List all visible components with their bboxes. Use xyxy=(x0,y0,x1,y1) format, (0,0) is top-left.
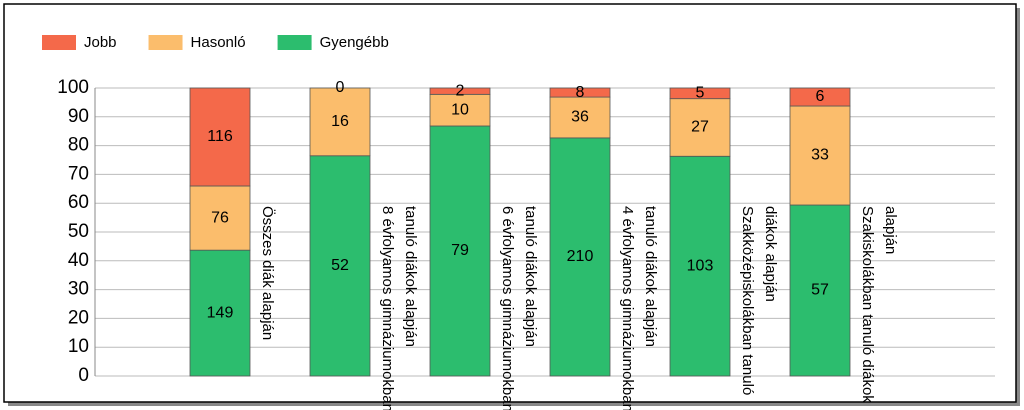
y-tick-label: 80 xyxy=(68,135,89,156)
bar-segment xyxy=(669,87,731,100)
bar-segment xyxy=(549,137,611,377)
x-tick-label: alapján xyxy=(882,206,899,254)
data-label: 5 xyxy=(696,85,705,102)
bar-segment xyxy=(789,87,851,107)
y-tick-label: 40 xyxy=(68,250,89,271)
data-label: 36 xyxy=(571,109,589,126)
data-label: 6 xyxy=(816,88,825,105)
x-tick-label: diákok alapján xyxy=(762,206,779,302)
legend-swatch xyxy=(148,35,183,50)
legend-label: Gyengébb xyxy=(320,34,389,51)
bar-segment xyxy=(549,87,611,98)
data-label: 27 xyxy=(691,119,709,136)
data-label: 76 xyxy=(211,209,229,226)
data-label: 2 xyxy=(456,82,465,99)
data-label: 16 xyxy=(331,113,349,130)
bar-segment xyxy=(189,87,251,187)
x-tick-label: 8 évfolyamos gimnáziumokban xyxy=(379,206,396,410)
bar-segment xyxy=(189,185,251,251)
x-tick-label: tanuló diákok alapján xyxy=(402,206,419,347)
data-label: 52 xyxy=(331,257,349,274)
bar-segment xyxy=(309,87,371,157)
y-tick-label: 60 xyxy=(68,192,89,213)
x-tick-label: Szakiskolákban tanuló diákok xyxy=(859,206,876,403)
y-tick-label: 50 xyxy=(68,221,89,242)
bar-segment xyxy=(429,87,491,95)
x-tick-label: tanuló diákok alapján xyxy=(642,206,659,347)
y-tick-label: 70 xyxy=(68,163,89,184)
data-label: 79 xyxy=(451,242,469,259)
bar-segment xyxy=(789,204,851,377)
legend-label: Jobb xyxy=(84,34,117,51)
data-label: 149 xyxy=(207,304,234,321)
data-label: 10 xyxy=(451,101,469,118)
data-label: 57 xyxy=(811,282,829,299)
bar-segment xyxy=(669,155,731,377)
data-label: 103 xyxy=(687,257,714,274)
y-tick-label: 90 xyxy=(68,106,89,127)
bar-segment xyxy=(789,105,851,206)
data-label: 33 xyxy=(811,147,829,164)
y-tick-label: 100 xyxy=(57,77,89,98)
legend-label: Hasonló xyxy=(191,34,246,51)
bar-segment xyxy=(549,96,611,139)
bar-segment xyxy=(309,155,371,377)
y-tick-label: 20 xyxy=(68,307,89,328)
data-label: 8 xyxy=(576,84,585,101)
bar-segment xyxy=(669,98,731,157)
legend-swatch xyxy=(42,35,76,50)
data-label: 116 xyxy=(207,128,233,145)
bar-segment xyxy=(189,249,251,377)
x-tick-label: Szakközépiskolákban tanuló xyxy=(739,206,756,395)
data-label: 210 xyxy=(567,248,594,265)
bar-segment xyxy=(429,93,491,127)
data-label: 0 xyxy=(336,79,345,96)
y-tick-label: 10 xyxy=(68,336,89,357)
y-tick-label: 30 xyxy=(68,279,89,300)
y-tick-label: 0 xyxy=(78,365,89,386)
legend-swatch xyxy=(277,35,312,50)
x-tick-label: 4 évfolyamos gimnáziumokban xyxy=(619,206,636,410)
x-tick-label: tanuló diákok alapján xyxy=(522,206,539,347)
x-tick-label: Összes diák alapján xyxy=(259,206,277,340)
x-tick-label: 6 évfolyamos gimnáziumokban xyxy=(499,206,516,410)
